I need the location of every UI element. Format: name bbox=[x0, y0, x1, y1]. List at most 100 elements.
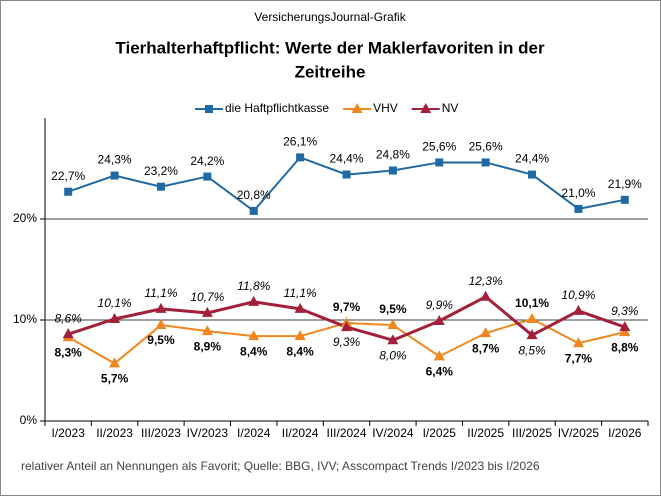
marker bbox=[528, 170, 537, 179]
x-tick-label: I/2023 bbox=[52, 426, 86, 440]
data-label: 9,3% bbox=[333, 335, 361, 349]
data-label: 21,9% bbox=[608, 177, 642, 191]
marker bbox=[480, 290, 492, 301]
marker bbox=[433, 350, 445, 361]
marker bbox=[248, 295, 260, 306]
data-label: 12,3% bbox=[469, 274, 503, 288]
marker bbox=[480, 327, 492, 338]
marker bbox=[201, 325, 213, 336]
marker bbox=[62, 328, 74, 339]
x-tick-label: IV/2023 bbox=[187, 426, 229, 440]
marker bbox=[296, 153, 305, 162]
marker bbox=[619, 326, 631, 337]
data-label: 8,7% bbox=[472, 341, 500, 355]
marker bbox=[155, 302, 167, 313]
x-tick-label: I/2026 bbox=[608, 426, 642, 440]
x-tick-label: I/2024 bbox=[237, 426, 271, 440]
chart-title: Zeitreihe bbox=[295, 62, 366, 81]
marker bbox=[156, 182, 165, 191]
marker bbox=[526, 329, 538, 340]
marker bbox=[574, 204, 583, 213]
data-label: 8,6% bbox=[55, 311, 83, 325]
marker bbox=[435, 158, 444, 167]
data-label: 8,9% bbox=[194, 339, 222, 353]
marker bbox=[619, 321, 631, 332]
data-label: 6,4% bbox=[426, 365, 454, 379]
data-label: 26,1% bbox=[283, 135, 317, 149]
data-label: 9,3% bbox=[611, 304, 639, 318]
marker bbox=[433, 315, 445, 326]
legend-label: VHV bbox=[373, 101, 398, 115]
data-label: 8,4% bbox=[286, 344, 314, 358]
data-label: 20,8% bbox=[237, 188, 271, 202]
marker bbox=[387, 319, 399, 330]
data-label: 24,4% bbox=[329, 152, 363, 166]
data-label: 7,7% bbox=[565, 351, 593, 365]
source: VersicherungsJournal-Grafik bbox=[254, 10, 406, 24]
chart-title: Tierhalterhaftpflicht: Werte der Maklerf… bbox=[115, 38, 545, 57]
marker bbox=[109, 312, 121, 323]
data-label: 8,5% bbox=[518, 343, 546, 357]
x-tick-label: III/2023 bbox=[141, 426, 181, 440]
data-label: 9,9% bbox=[426, 298, 454, 312]
marker bbox=[249, 206, 258, 215]
marker bbox=[248, 330, 260, 341]
x-tick-label: IV/2025 bbox=[558, 426, 600, 440]
data-label: 24,2% bbox=[190, 154, 224, 168]
y-tick-label: 10% bbox=[13, 312, 37, 326]
data-label: 10,1% bbox=[98, 296, 132, 310]
y-tick-label: 0% bbox=[20, 413, 38, 427]
marker bbox=[387, 334, 399, 345]
marker bbox=[110, 171, 119, 180]
data-label: 11,1% bbox=[144, 286, 177, 300]
data-label: 9,7% bbox=[333, 300, 361, 314]
marker bbox=[155, 319, 167, 330]
marker bbox=[572, 304, 584, 315]
x-tick-label: III/2024 bbox=[326, 426, 366, 440]
legend-marker bbox=[420, 103, 432, 113]
data-label: 22,7% bbox=[51, 169, 85, 183]
legend-marker bbox=[205, 105, 213, 113]
data-label: 8,3% bbox=[55, 345, 83, 359]
data-label: 9,5% bbox=[147, 333, 175, 347]
marker bbox=[203, 172, 212, 181]
marker bbox=[294, 330, 306, 341]
data-label: 10,1% bbox=[515, 296, 549, 310]
marker bbox=[64, 187, 73, 196]
data-label: 25,6% bbox=[469, 140, 503, 154]
data-label: 24,4% bbox=[515, 152, 549, 166]
data-label: 10,9% bbox=[561, 288, 595, 302]
legend-label: NV bbox=[442, 101, 459, 115]
marker bbox=[342, 170, 351, 179]
data-label: 21,0% bbox=[561, 186, 595, 200]
marker bbox=[388, 166, 397, 175]
data-label: 24,3% bbox=[98, 153, 132, 167]
x-tick-label: II/2023 bbox=[96, 426, 133, 440]
data-label: 10,7% bbox=[190, 290, 224, 304]
data-label: 11,1% bbox=[284, 286, 317, 300]
data-label: 9,5% bbox=[379, 302, 407, 316]
x-tick-label: III/2025 bbox=[512, 426, 552, 440]
data-label: 23,2% bbox=[144, 164, 178, 178]
data-label: 5,7% bbox=[101, 372, 129, 386]
marker bbox=[620, 195, 629, 204]
legend-label: die Haftpflichtkasse bbox=[225, 101, 329, 115]
data-label: 8,4% bbox=[240, 344, 268, 358]
data-label: 25,6% bbox=[422, 140, 456, 154]
y-tick-label: 20% bbox=[13, 211, 37, 225]
data-label: 24,8% bbox=[376, 148, 410, 162]
x-tick-label: II/2024 bbox=[282, 426, 319, 440]
x-tick-label: II/2025 bbox=[467, 426, 504, 440]
marker bbox=[526, 312, 538, 323]
note: relativer Anteil an Nennungen als Favori… bbox=[21, 459, 540, 473]
marker bbox=[572, 337, 584, 348]
x-tick-label: IV/2024 bbox=[372, 426, 414, 440]
data-label: 11,8% bbox=[237, 279, 270, 293]
data-label: 8,0% bbox=[379, 348, 407, 362]
marker bbox=[294, 302, 306, 313]
x-tick-label: I/2025 bbox=[423, 426, 457, 440]
marker bbox=[341, 321, 352, 332]
data-label: 8,8% bbox=[611, 340, 639, 354]
